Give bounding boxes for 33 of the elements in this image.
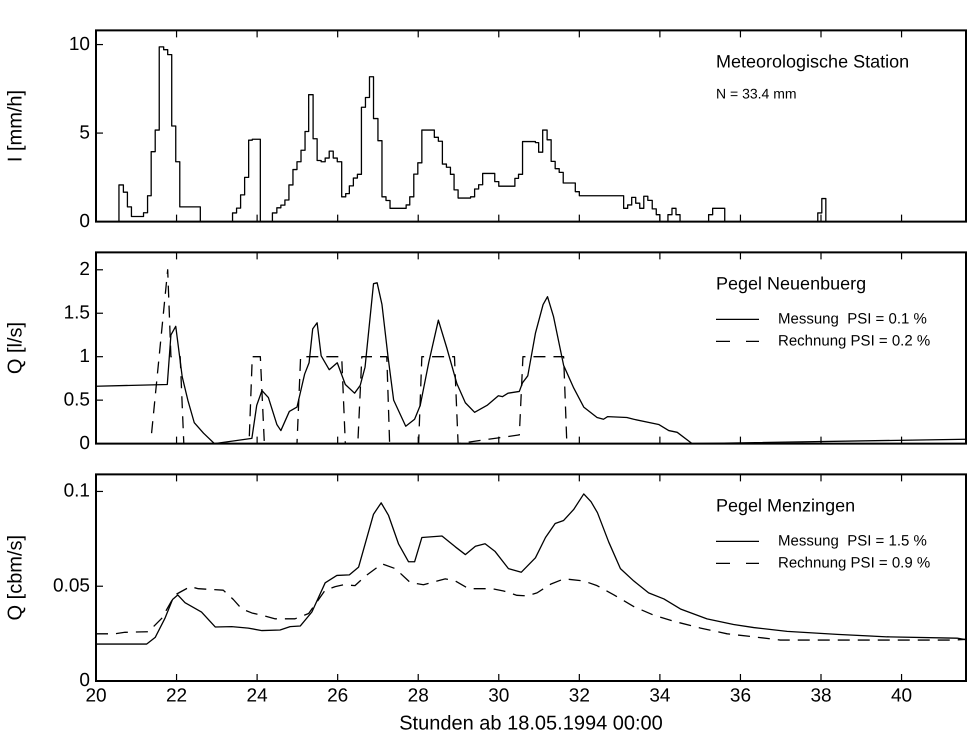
x-tick-label: 22 — [166, 686, 188, 707]
x-tick-label: 34 — [649, 686, 671, 707]
x-tick-label: 28 — [408, 686, 429, 707]
x-tick-label: 30 — [488, 686, 510, 707]
x-tick-label: 24 — [246, 686, 268, 707]
x-tick-label: 36 — [730, 686, 752, 707]
y-tick-label: 0 — [79, 210, 90, 232]
y-axis-title: Q [cbm/s] — [4, 534, 27, 620]
y-tick-label: 5 — [79, 122, 90, 144]
x-tick-label: 32 — [568, 686, 590, 707]
y-tick-label: 10 — [68, 34, 90, 55]
legend-label: Rechnung PSI = 0.2 % — [778, 332, 930, 350]
y-tick-label: 1.5 — [64, 302, 90, 324]
annotation: N = 33.4 mm — [716, 85, 797, 102]
y-axis-title: I [mm/h] — [4, 90, 27, 162]
x-tick-label: 20 — [85, 686, 107, 707]
legend-label: Messung PSI = 1.5 % — [778, 532, 927, 550]
annotation: Meteorologische Station — [716, 51, 910, 72]
x-tick-label: 26 — [327, 686, 348, 707]
x-tick-label: 40 — [890, 686, 912, 707]
y-tick-label: 0.1 — [64, 480, 90, 502]
y-tick-label: 0.05 — [53, 575, 90, 596]
y-axis-title: Q [l/s] — [4, 322, 27, 374]
legend-label: Rechnung PSI = 0.9 % — [778, 554, 930, 572]
legend-label: Messung PSI = 0.1 % — [778, 310, 927, 328]
y-tick-label: 1 — [79, 346, 90, 367]
legend-title: Pegel Neuenbuerg — [716, 273, 866, 294]
y-tick-label: 0.5 — [64, 389, 90, 410]
y-tick-label: 2 — [79, 259, 90, 280]
x-tick-label: 38 — [810, 686, 832, 707]
y-tick-label: 0 — [79, 432, 90, 454]
x-axis-title: Stunden ab 18.05.1994 00:00 — [399, 712, 663, 735]
legend-title: Pegel Menzingen — [716, 495, 856, 516]
